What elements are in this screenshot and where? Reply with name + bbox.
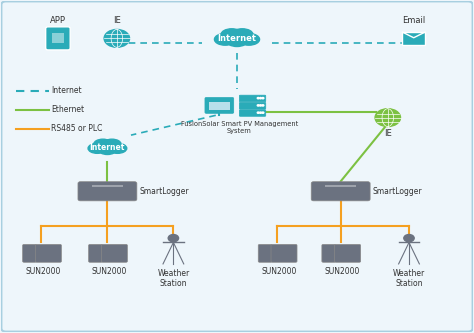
Text: SUN2000: SUN2000 — [91, 267, 127, 276]
FancyBboxPatch shape — [92, 185, 123, 187]
Circle shape — [260, 105, 262, 106]
FancyBboxPatch shape — [78, 182, 137, 201]
FancyBboxPatch shape — [239, 110, 266, 116]
Circle shape — [257, 112, 259, 113]
Text: SmartLogger: SmartLogger — [373, 187, 422, 196]
Circle shape — [260, 98, 262, 99]
Circle shape — [404, 234, 414, 242]
Circle shape — [257, 98, 259, 99]
Circle shape — [262, 112, 264, 113]
FancyBboxPatch shape — [239, 103, 266, 109]
FancyBboxPatch shape — [23, 244, 36, 262]
Ellipse shape — [232, 29, 253, 40]
Ellipse shape — [109, 143, 127, 153]
Ellipse shape — [226, 35, 248, 47]
FancyBboxPatch shape — [46, 27, 70, 50]
FancyBboxPatch shape — [271, 244, 297, 262]
Circle shape — [257, 105, 259, 106]
Text: IE: IE — [384, 129, 392, 138]
Text: Email: Email — [402, 16, 425, 25]
Circle shape — [260, 112, 262, 113]
Text: FusionSolar Smart PV Management
System: FusionSolar Smart PV Management System — [181, 121, 298, 134]
FancyBboxPatch shape — [101, 244, 128, 262]
Text: Internet: Internet — [90, 144, 125, 153]
Text: Weather
Station: Weather Station — [157, 269, 190, 288]
Circle shape — [262, 98, 264, 99]
Ellipse shape — [214, 34, 236, 45]
Ellipse shape — [98, 140, 117, 150]
Ellipse shape — [103, 139, 121, 149]
Text: SUN2000: SUN2000 — [26, 267, 61, 276]
Text: SUN2000: SUN2000 — [325, 267, 360, 276]
Circle shape — [375, 109, 401, 127]
FancyBboxPatch shape — [36, 244, 62, 262]
Circle shape — [168, 234, 179, 242]
FancyBboxPatch shape — [402, 32, 425, 45]
Ellipse shape — [94, 139, 112, 149]
FancyBboxPatch shape — [209, 102, 230, 110]
Ellipse shape — [221, 29, 242, 40]
Text: IE: IE — [113, 16, 121, 25]
Circle shape — [262, 105, 264, 106]
Text: Ethernet: Ethernet — [51, 105, 84, 114]
FancyBboxPatch shape — [89, 244, 102, 262]
Circle shape — [104, 29, 129, 47]
FancyBboxPatch shape — [239, 95, 266, 102]
Ellipse shape — [98, 145, 117, 155]
Text: Internet: Internet — [51, 86, 82, 95]
FancyBboxPatch shape — [258, 244, 272, 262]
Ellipse shape — [88, 143, 106, 153]
Text: SmartLogger: SmartLogger — [139, 187, 189, 196]
Text: Internet: Internet — [218, 34, 256, 43]
Text: RS485 or PLC: RS485 or PLC — [51, 124, 102, 133]
FancyBboxPatch shape — [205, 98, 234, 113]
Text: APP: APP — [50, 16, 66, 25]
Text: Weather
Station: Weather Station — [393, 269, 425, 288]
Ellipse shape — [238, 34, 260, 45]
FancyBboxPatch shape — [335, 244, 361, 262]
FancyBboxPatch shape — [52, 33, 64, 43]
Ellipse shape — [226, 30, 248, 41]
FancyBboxPatch shape — [322, 244, 336, 262]
FancyBboxPatch shape — [311, 182, 370, 201]
Text: SUN2000: SUN2000 — [261, 267, 297, 276]
FancyBboxPatch shape — [326, 185, 356, 187]
